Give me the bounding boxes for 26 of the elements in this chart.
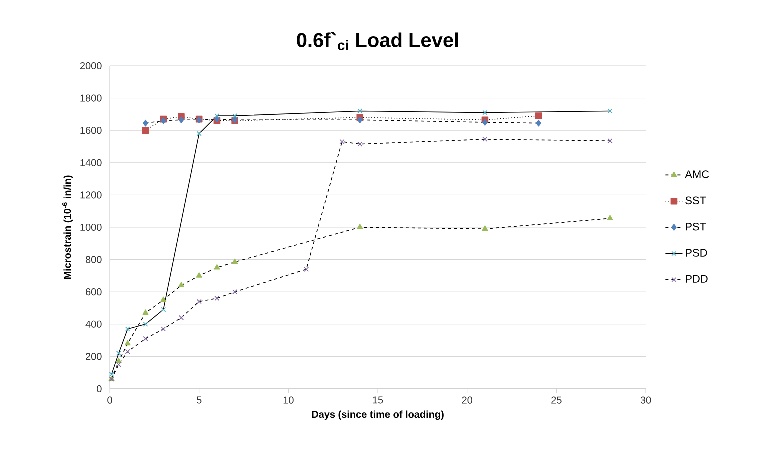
legend-label: AMC bbox=[685, 170, 710, 178]
y-tick-label: 0 bbox=[97, 385, 102, 393]
y-tick-label: 2000 bbox=[80, 62, 102, 70]
x-tick-label: 30 bbox=[640, 396, 652, 404]
legend-label: PST bbox=[686, 222, 706, 231]
x-axis-title: Days (since time of loading) bbox=[312, 410, 444, 420]
y-tick-label: 200 bbox=[86, 353, 102, 360]
y-axis-title: Microstrain (10$^{-6}$ in/in) bbox=[62, 176, 74, 280]
y-tick-label: 1600 bbox=[80, 127, 102, 134]
x-tick-label: 5 bbox=[196, 396, 202, 404]
x-tick-label: 25 bbox=[552, 396, 562, 404]
y-tick-label: 1200 bbox=[80, 192, 102, 199]
legend-label: PSD bbox=[686, 249, 708, 257]
legend-label: PDD bbox=[686, 275, 708, 283]
chart-title: 0.6f`$_{ci}$ Load Level bbox=[297, 32, 458, 50]
x-tick-label: 15 bbox=[373, 396, 384, 404]
legend-label: SST bbox=[686, 196, 706, 205]
y-tick-label: 1400 bbox=[80, 159, 102, 166]
y-tick-label: 800 bbox=[86, 256, 102, 264]
x-tick-label: 20 bbox=[462, 396, 473, 404]
y-tick-label: 400 bbox=[86, 320, 102, 328]
y-tick-label: 1800 bbox=[80, 94, 102, 102]
y-tick-label: 1000 bbox=[80, 224, 102, 232]
x-tick-label: 10 bbox=[284, 396, 294, 404]
x-tick-label: 0 bbox=[108, 396, 112, 404]
y-tick-label: 600 bbox=[86, 288, 102, 296]
